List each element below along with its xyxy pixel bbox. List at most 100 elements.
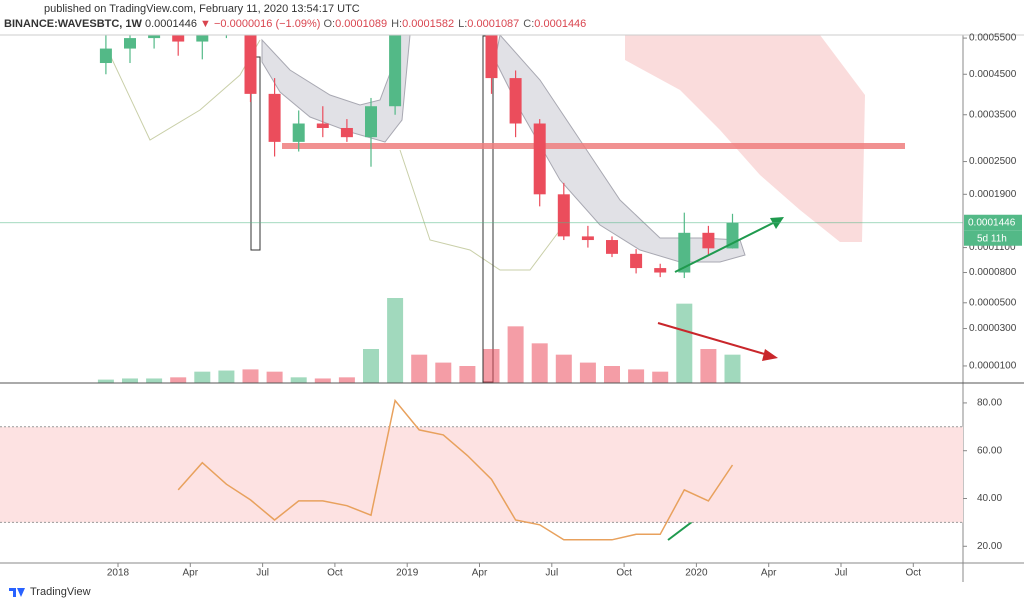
chart: 0.0005500 0.0004500 0.0003500 0.0002500 0.00… [0, 0, 1024, 582]
candle-body [389, 35, 402, 107]
y-tick-label: 0.0000500 [969, 297, 1017, 308]
header: published on TradingView.com, February 1… [0, 0, 1024, 34]
x-tick-label: Apr [472, 568, 488, 579]
candle-body [148, 35, 161, 39]
ohlc-label: L: [458, 18, 468, 30]
candle-body [244, 35, 257, 94]
volume-bar [652, 371, 669, 383]
candle-body [557, 194, 570, 237]
candle-body [630, 253, 643, 269]
candle-body [196, 35, 209, 42]
candle-body [292, 123, 305, 142]
volume-bar [314, 378, 331, 383]
x-tick-label: 2018 [107, 568, 130, 579]
candle-body [172, 35, 185, 42]
change: ▼ −0.0000016 (−1.09%) [200, 18, 321, 30]
x-tick-label: Jul [545, 568, 558, 579]
candle-body [437, 5, 449, 15]
x-tick-label: Jul [835, 568, 848, 579]
overlays [109, 35, 905, 383]
y-tick-label: 0.0004500 [969, 69, 1017, 80]
volume-bar [676, 303, 693, 383]
resistance-line [282, 143, 905, 149]
candle-body [702, 232, 715, 249]
countdown: 5d 11h [977, 233, 1007, 244]
candle-body [220, 0, 232, 21]
ohlc-value: 0.0001582 [402, 18, 455, 30]
x-tick-label: 2019 [396, 568, 419, 579]
rsi-line [177, 398, 734, 541]
candle-body [509, 78, 522, 124]
volume-bar [483, 349, 500, 383]
volume-bar [218, 370, 235, 383]
candle-body [268, 93, 281, 142]
volume-bar [507, 326, 524, 383]
volume-bar [242, 369, 259, 383]
band [261, 35, 411, 143]
x-tick-label: 2020 [685, 568, 708, 579]
volume-bar [97, 379, 114, 383]
candle-body [654, 268, 667, 273]
y-tick-label: 0.0000800 [969, 267, 1017, 278]
arrow [657, 322, 769, 356]
y-tick-label: 0.0002500 [969, 156, 1017, 167]
candle-body [124, 38, 136, 49]
ohlc-value: 0.0001089 [335, 18, 388, 30]
rsi-tick-label: 20.00 [977, 541, 1002, 552]
volume-bar [170, 377, 187, 383]
x-tick-label: Oct [327, 568, 343, 579]
ohlc-value: 0.0001446 [534, 18, 587, 30]
arrow [674, 221, 776, 273]
candle-body [316, 123, 329, 128]
volume-bar [146, 378, 163, 383]
y-tick-label: 0.0003500 [969, 109, 1017, 120]
y-tick-label: 0.0001100 [969, 242, 1016, 253]
last-price: 0.0001446 [144, 18, 197, 30]
symbol-line: BINANCE:WAVESBTC, 1W 0.0001446 ▼ −0.0000… [4, 18, 590, 30]
lagging-line [109, 39, 261, 141]
x-tick-label: Oct [616, 568, 632, 579]
volume-bar [604, 366, 620, 383]
candle-body [581, 236, 594, 241]
volume-bar [387, 298, 404, 383]
volume-bar [459, 366, 476, 383]
ohlc: O:0.0001089 H:0.0001582 L:0.0001087 C:0.000… [323, 18, 590, 30]
volume-bar [628, 369, 645, 383]
rsi-tick-label: 80.00 [977, 398, 1002, 409]
price-label-box [964, 214, 1022, 231]
candle-body [485, 35, 498, 79]
volume-bar [700, 349, 717, 383]
candle-body [533, 123, 546, 195]
y-tick-label: 0.0000300 [969, 323, 1017, 334]
candle-body [340, 127, 353, 138]
x-tick-label: Oct [906, 568, 922, 579]
y-tick-label: 0.0000100 [969, 361, 1017, 372]
ohlc-label: O: [323, 18, 336, 30]
symbol: BINANCE:WAVESBTC, 1W [4, 18, 142, 30]
y-tick-label: 0.0005500 [969, 33, 1017, 44]
x-tick-label: Apr [761, 568, 777, 579]
countdown-box [964, 230, 1022, 246]
ohlc-value: 0.0001087 [467, 18, 520, 30]
brand-name: TradingView [30, 586, 91, 598]
cloud [625, 35, 865, 242]
rsi-band [0, 426, 963, 523]
logo [9, 588, 25, 597]
branding: TradingView [8, 586, 91, 598]
volume-bar [290, 377, 307, 383]
price-marks [97, 0, 741, 383]
rsi-tick-label: 60.00 [977, 445, 1002, 456]
volume-bar [579, 362, 596, 383]
published-note: published on TradingView.com, February 1… [44, 3, 360, 15]
volume-bar [411, 354, 428, 383]
volume-bar [435, 362, 452, 383]
ohlc-label: C: [523, 18, 535, 30]
volume-bar [266, 371, 283, 383]
y-tick-label: 0.0001900 [969, 189, 1017, 200]
volume-bar [194, 371, 211, 383]
volume-bar [338, 377, 355, 383]
candle-body [413, 0, 425, 5]
candle-body [461, 15, 473, 22]
volume-bar [555, 354, 572, 383]
